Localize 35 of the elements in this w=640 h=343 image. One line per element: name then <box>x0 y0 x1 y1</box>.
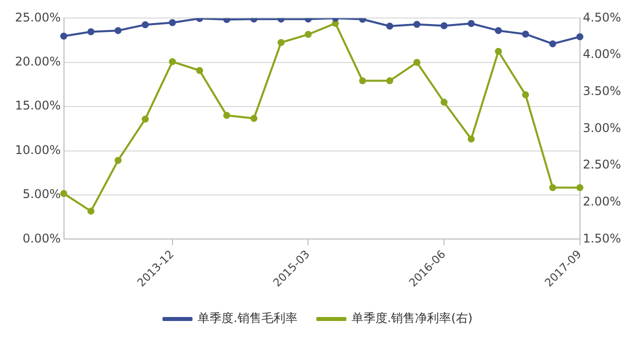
y-tick-label: 15.00% <box>14 98 61 113</box>
y2-tick-label: 4.00% <box>582 47 622 62</box>
point <box>440 98 448 106</box>
point <box>386 77 394 84</box>
legend-label: 单季度.销售净利率(右) <box>351 311 473 326</box>
point <box>494 48 502 55</box>
point <box>250 114 258 122</box>
y-tick-label: 10.00% <box>14 142 61 157</box>
point <box>304 30 312 38</box>
point <box>468 135 475 142</box>
point <box>359 77 366 84</box>
y2-tick-label: 4.50% <box>582 10 622 24</box>
point <box>278 39 285 46</box>
legend-label: 单季度.销售毛利率 <box>198 311 298 326</box>
y-tick-label: 20.00% <box>14 54 61 69</box>
y2-tick-label: 3.00% <box>582 120 622 135</box>
point <box>87 208 94 215</box>
point <box>168 58 176 66</box>
y2-tick-label: 1.50% <box>582 231 622 246</box>
point <box>549 184 556 192</box>
point <box>196 66 204 74</box>
point <box>413 58 420 66</box>
y-tick-label: 0.00% <box>22 231 61 246</box>
point <box>142 116 149 123</box>
y2-tick-label: 3.50% <box>582 84 622 98</box>
point <box>576 184 584 192</box>
point <box>60 190 68 197</box>
y-tick-label: 25.00% <box>14 10 61 24</box>
y2-tick-label: 2.50% <box>582 158 622 172</box>
point <box>114 156 122 164</box>
point <box>332 20 339 27</box>
point <box>522 91 530 98</box>
point <box>223 112 230 119</box>
y-tick-label: 5.00% <box>22 187 61 202</box>
y2-tick-label: 2.00% <box>582 194 622 208</box>
